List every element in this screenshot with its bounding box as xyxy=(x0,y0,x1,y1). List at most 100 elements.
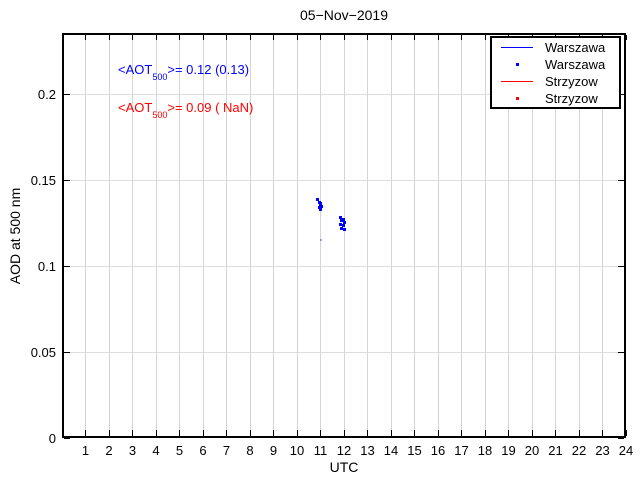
gridline-vertical xyxy=(367,33,368,438)
x-tick-label: 5 xyxy=(175,443,184,458)
legend-label: Warszawa xyxy=(545,56,606,72)
gridline-vertical xyxy=(155,33,157,438)
legend-label: Strzyzow xyxy=(545,90,598,106)
y-tick-label: 0.1 xyxy=(37,259,56,275)
y-tick-mark xyxy=(64,437,70,439)
data-point-warszawa xyxy=(340,219,344,223)
x-tick-label: 20 xyxy=(524,443,540,458)
x-tick-mark xyxy=(461,430,462,436)
legend-line-sample-warszawa xyxy=(501,46,533,48)
annotation-subscript: 500 xyxy=(152,71,168,82)
x-tick-label: 8 xyxy=(246,443,254,458)
gridline-vertical xyxy=(461,33,462,438)
x-tick-mark xyxy=(602,430,603,436)
x-tick-mark xyxy=(132,35,133,40)
x-tick-label: 13 xyxy=(360,443,375,458)
x-tick-mark xyxy=(484,430,486,436)
data-point-warszawa xyxy=(319,201,323,205)
x-tick-mark xyxy=(367,35,368,40)
annotation-text: <AOT xyxy=(118,62,153,77)
legend-dot-sample-warszawa xyxy=(515,62,519,66)
legend-sample xyxy=(492,80,542,82)
plot-area: <AOT500>= 0.12 (0.13) <AOT500>= 0.09 ( N… xyxy=(62,33,627,439)
gridline-vertical xyxy=(108,33,110,438)
x-tick-label: 12 xyxy=(336,443,352,458)
gridline-vertical xyxy=(226,33,227,438)
gridline-vertical xyxy=(249,33,251,438)
y-tick-mark xyxy=(618,265,624,267)
x-tick-mark xyxy=(437,430,439,436)
x-tick-mark xyxy=(273,430,274,436)
legend-sample xyxy=(492,46,542,48)
y-tick-label: 0 xyxy=(48,431,56,446)
x-tick-mark xyxy=(578,430,580,436)
gridline-vertical xyxy=(414,33,415,438)
mean-annotation-warszawa: <AOT500>= 0.12 (0.13) xyxy=(118,62,249,82)
gridline-vertical xyxy=(555,33,556,438)
y-tick-mark xyxy=(618,93,624,95)
y-tick-mark xyxy=(64,179,70,181)
gridline-vertical xyxy=(602,33,603,438)
legend: Warszawa Warszawa Strzyzow Strzyzow xyxy=(490,36,621,109)
x-tick-label: 23 xyxy=(595,443,610,458)
x-tick-mark xyxy=(296,430,298,436)
y-tick-mark xyxy=(64,265,70,267)
annotation-text: >= 0.09 ( NaN) xyxy=(167,100,254,115)
gridline-vertical xyxy=(343,33,345,438)
y-tick-label: 0.15 xyxy=(30,173,56,189)
legend-dot-sample-strzyzow xyxy=(515,96,519,100)
data-point-faint-warszawa xyxy=(319,239,322,242)
gridline-vertical xyxy=(578,33,580,438)
data-point-warszawa xyxy=(341,217,345,221)
legend-item-warszawa: Warszawa xyxy=(492,39,619,56)
x-tick-label: 22 xyxy=(571,443,587,458)
x-tick-label: 17 xyxy=(454,443,469,458)
legend-label: Warszawa xyxy=(545,39,606,55)
annotation-subscript: 500 xyxy=(152,109,168,120)
data-point-warszawa xyxy=(317,200,321,204)
x-tick-mark xyxy=(437,35,439,40)
x-tick-mark xyxy=(414,35,415,40)
mean-annotation-strzyzow: <AOT500>= 0.09 ( NaN) xyxy=(118,100,254,120)
x-tick-label: 2 xyxy=(105,443,113,458)
data-point-warszawa xyxy=(339,215,343,219)
legend-sample xyxy=(492,96,542,100)
x-tick-label: 10 xyxy=(289,443,305,458)
x-tick-label: 7 xyxy=(222,443,231,458)
x-tick-mark xyxy=(155,430,157,436)
x-tick-mark xyxy=(461,35,462,40)
x-tick-mark xyxy=(343,430,345,436)
gridline-vertical xyxy=(85,33,86,438)
x-tick-mark xyxy=(531,430,533,436)
x-tick-label: 9 xyxy=(269,443,278,458)
legend-sample xyxy=(492,62,542,66)
x-tick-label: 4 xyxy=(152,443,160,458)
x-tick-mark xyxy=(508,430,509,436)
x-tick-label: 18 xyxy=(477,443,493,458)
x-tick-mark xyxy=(226,35,227,40)
data-point-warszawa xyxy=(339,222,343,226)
y-tick-mark xyxy=(64,351,70,353)
x-tick-mark xyxy=(414,430,415,436)
legend-item-strzyzow: Strzyzow xyxy=(492,73,619,90)
gridline-vertical xyxy=(132,33,133,438)
y-tick-mark xyxy=(618,351,624,353)
gridline-vertical xyxy=(390,33,392,438)
gridline-vertical xyxy=(296,33,298,438)
gridline-vertical xyxy=(437,33,439,438)
x-tick-mark xyxy=(202,35,204,40)
x-axis-label: UTC xyxy=(329,459,359,475)
legend-item-warszawa: Warszawa xyxy=(492,56,619,73)
x-tick-mark xyxy=(85,35,86,40)
data-point-warszawa xyxy=(318,203,322,207)
data-point-warszawa xyxy=(340,226,344,230)
x-tick-mark xyxy=(155,35,157,40)
gridline-horizontal xyxy=(62,351,626,353)
x-tick-mark xyxy=(625,430,627,436)
x-tick-mark xyxy=(367,430,368,436)
y-tick-mark xyxy=(618,437,624,439)
x-tick-mark xyxy=(296,35,298,40)
x-tick-mark xyxy=(555,430,556,436)
x-tick-label: 19 xyxy=(501,443,516,458)
data-point-warszawa xyxy=(318,207,322,211)
